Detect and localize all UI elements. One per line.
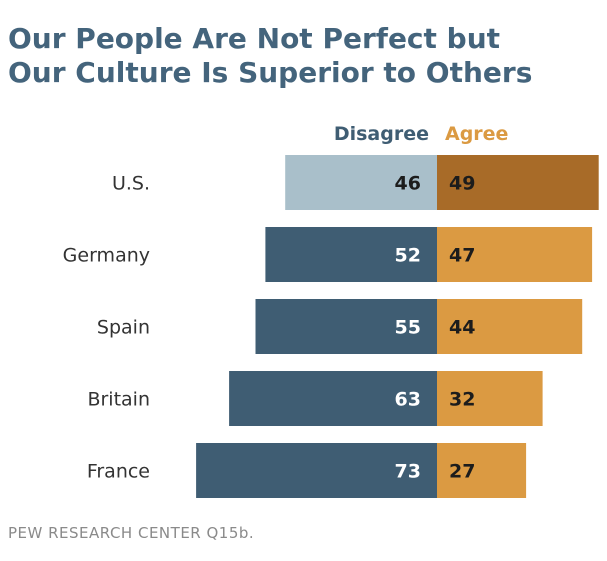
value-label-agree-britain: 32 bbox=[449, 389, 475, 411]
chart-title-line-1: Our People Are Not Perfect but bbox=[8, 22, 501, 55]
bar-disagree-spain bbox=[255, 299, 437, 354]
category-label-france: France bbox=[87, 461, 150, 483]
legend-disagree: Disagree bbox=[334, 123, 429, 145]
bar-disagree-germany bbox=[265, 227, 437, 282]
bar-agree-britain bbox=[437, 371, 543, 426]
bar-disagree-britain bbox=[229, 371, 437, 426]
chart-title: Our People Are Not Perfect but Our Cultu… bbox=[8, 22, 598, 90]
value-label-agree-u-s: 49 bbox=[449, 173, 475, 195]
value-label-disagree-u-s: 46 bbox=[395, 173, 421, 195]
bar-agree-u-s bbox=[437, 155, 599, 210]
value-label-disagree-spain: 55 bbox=[395, 317, 421, 339]
bar-agree-germany bbox=[437, 227, 593, 282]
category-label-u-s: U.S. bbox=[112, 173, 150, 195]
category-label-spain: Spain bbox=[97, 317, 150, 339]
value-label-disagree-germany: 52 bbox=[395, 245, 421, 267]
value-label-disagree-britain: 63 bbox=[395, 389, 421, 411]
value-label-agree-france: 27 bbox=[449, 461, 475, 483]
bar-agree-spain bbox=[437, 299, 583, 354]
value-label-disagree-france: 73 bbox=[395, 461, 421, 483]
bar-disagree-france bbox=[196, 443, 437, 498]
source-note: PEW RESEARCH CENTER Q15b. bbox=[8, 524, 255, 542]
category-label-britain: Britain bbox=[87, 389, 150, 411]
bar-agree-france bbox=[437, 443, 527, 498]
bar-disagree-u-s bbox=[285, 155, 437, 210]
value-label-agree-germany: 47 bbox=[449, 245, 475, 267]
category-label-germany: Germany bbox=[63, 245, 150, 267]
value-label-agree-spain: 44 bbox=[449, 317, 475, 339]
legend-agree: Agree bbox=[445, 123, 508, 145]
chart-title-line-2: Our Culture Is Superior to Others bbox=[8, 56, 533, 89]
